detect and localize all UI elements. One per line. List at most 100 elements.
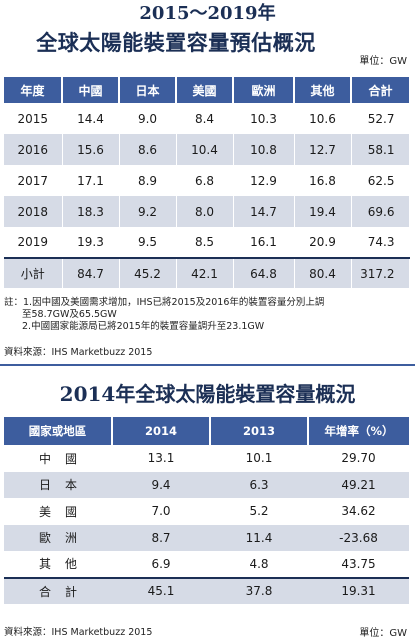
cell: 8.9 (119, 165, 177, 196)
header-2013: 2013 (210, 417, 309, 445)
cell: 317.2 (351, 257, 410, 288)
cell: 16.1 (233, 227, 295, 258)
cell: 美國 (4, 498, 112, 525)
cell: 58.1 (351, 134, 410, 165)
cell: 6.3 (210, 471, 308, 498)
cell: 9.2 (119, 196, 177, 227)
cell: 10.6 (294, 103, 352, 134)
cell: 69.6 (351, 196, 410, 227)
cell: 11.4 (210, 524, 308, 551)
cell: 13.1 (112, 445, 210, 472)
table2-unit: 單位：GW (359, 628, 407, 639)
cell: 80.4 (294, 257, 352, 288)
cell: 42.1 (176, 257, 234, 288)
cell: 10.8 (233, 134, 295, 165)
cell: 5.2 (210, 498, 308, 525)
header-china: 中國 (62, 77, 120, 103)
cell: 37.8 (210, 576, 308, 604)
cell: 43.75 (308, 551, 409, 578)
note-line: 至58.7GW及65.5GW (22, 309, 117, 320)
cell: 4.8 (210, 551, 308, 578)
cell: 8.0 (176, 196, 234, 227)
cell: 84.7 (62, 257, 120, 288)
cell: 52.7 (351, 103, 410, 134)
cell: 18.3 (62, 196, 120, 227)
cell: 10.3 (233, 103, 295, 134)
header-other: 其他 (294, 77, 352, 103)
cell: 8.7 (112, 524, 210, 551)
capacity-header-row: 國家或地區 2014 2013 年增率（%） (4, 417, 409, 445)
table-total-row: 合計 45.1 37.8 19.31 (4, 576, 409, 604)
table1-source: 資料來源：IHS Marketbuzz 2015 (4, 347, 153, 358)
header-region: 國家或地區 (4, 417, 113, 445)
table-row: 美國 7.0 5.2 34.62 (4, 498, 409, 525)
cell: 日本 (4, 471, 112, 498)
cell: 49.21 (308, 471, 409, 498)
cell: 45.2 (119, 257, 177, 288)
table-row: 中國 13.1 10.1 29.70 (4, 445, 409, 472)
cell: 17.1 (62, 165, 120, 196)
cell: 歐洲 (4, 524, 112, 551)
cell: 8.6 (119, 134, 177, 165)
cell: 62.5 (351, 165, 410, 196)
cell: 6.8 (176, 165, 234, 196)
note-line: 2.中國國家能源局已將2015年的裝置容量調升至23.1GW (22, 321, 265, 332)
table-total-row: 小計 84.7 45.2 42.1 64.8 80.4 317.2 (4, 257, 410, 288)
cell: 19.31 (308, 576, 409, 604)
cell: 74.3 (351, 227, 410, 258)
cell: 14.7 (233, 196, 295, 227)
note-line: 註：1.因中國及美國需求增加，IHS已將2015及2016年的裝置容量分別上調 (4, 297, 325, 308)
header-growth: 年增率（%） (308, 417, 409, 445)
cell: 19.4 (294, 196, 352, 227)
table-row: 2017 17.1 8.9 6.8 12.9 16.8 62.5 (4, 165, 410, 196)
cell: 34.62 (308, 498, 409, 525)
table-row: 其他 6.9 4.8 43.75 (4, 551, 409, 578)
header-japan: 日本 (119, 77, 177, 103)
forecast-table: 年度 中國 日本 美國 歐洲 其他 合計 2015 14.4 9.0 8.4 1… (4, 77, 410, 288)
table2-title: 2014年全球太陽能裝置容量概況 (59, 382, 356, 406)
cell: 45.1 (112, 576, 210, 604)
cell: 2018 (4, 196, 63, 227)
cell: 7.0 (112, 498, 210, 525)
cell: 10.1 (210, 445, 308, 472)
cell: 20.9 (294, 227, 352, 258)
table-row: 2018 18.3 9.2 8.0 14.7 19.4 69.6 (4, 196, 410, 227)
cell: 9.4 (112, 471, 210, 498)
table-row: 2019 19.3 9.5 8.5 16.1 20.9 74.3 (4, 227, 410, 258)
cell: 2017 (4, 165, 63, 196)
cell: 29.70 (308, 445, 409, 472)
table1-notes: 註：1.因中國及美國需求增加，IHS已將2015及2016年的裝置容量分別上調 … (4, 297, 412, 333)
cell: 14.4 (62, 103, 120, 134)
header-usa: 美國 (176, 77, 234, 103)
capacity-2014-table: 國家或地區 2014 2013 年增率（%） 中國 13.1 10.1 29.7… (4, 417, 409, 604)
cell: 16.8 (294, 165, 352, 196)
cell: 12.9 (233, 165, 295, 196)
cell: 小計 (4, 257, 63, 288)
section-divider (0, 364, 415, 366)
cell: 9.0 (119, 103, 177, 134)
cell: 中國 (4, 445, 112, 472)
cell: 12.7 (294, 134, 352, 165)
cell: 2019 (4, 227, 63, 258)
cell: 10.4 (176, 134, 234, 165)
header-2014: 2014 (112, 417, 211, 445)
cell: 19.3 (62, 227, 120, 258)
cell: 64.8 (233, 257, 295, 288)
table-row: 歐洲 8.7 11.4 -23.68 (4, 524, 409, 551)
cell: 其他 (4, 551, 112, 578)
header-year: 年度 (4, 77, 63, 103)
table2-source: 資料來源：IHS Marketbuzz 2015 (4, 627, 153, 638)
cell: 2015 (4, 103, 63, 134)
cell: 6.9 (112, 551, 210, 578)
cell: 8.4 (176, 103, 234, 134)
table-row: 2016 15.6 8.6 10.4 10.8 12.7 58.1 (4, 134, 410, 165)
cell: -23.68 (308, 524, 409, 551)
table1-unit: 單位：GW (359, 56, 407, 67)
cell: 15.6 (62, 134, 120, 165)
table1-title: 全球太陽能裝置容量預估概況 (36, 30, 316, 55)
cell: 合計 (4, 576, 112, 604)
header-europe: 歐洲 (233, 77, 295, 103)
table-row: 日本 9.4 6.3 49.21 (4, 471, 409, 498)
cell: 8.5 (176, 227, 234, 258)
header-total: 合計 (351, 77, 409, 103)
